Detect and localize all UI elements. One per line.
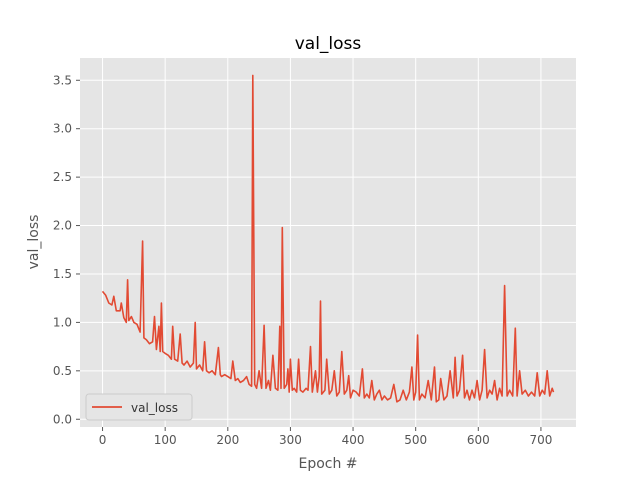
series-layer <box>101 74 555 403</box>
series-line-val-loss <box>101 74 555 403</box>
y-tick-label: 0.5 <box>53 364 72 378</box>
chart-title: val_loss <box>295 34 362 54</box>
x-tick-label: 300 <box>279 433 302 447</box>
plot-area <box>80 58 576 427</box>
y-tick-label: 1.0 <box>53 315 72 329</box>
y-axis-ticks: 0.0 0.5 1.0 1.5 2.0 2.5 3.0 3.5 <box>53 73 80 426</box>
x-tick-label: 500 <box>404 433 427 447</box>
y-tick-label: 2.0 <box>53 219 72 233</box>
legend-box <box>85 393 193 421</box>
y-tick-label: 0.0 <box>53 412 72 426</box>
x-tick-label: 600 <box>467 433 490 447</box>
x-axis-ticks: 0 100 200 300 400 500 600 700 <box>99 427 552 447</box>
x-tick-label: 0 <box>99 433 107 447</box>
legend: val_loss <box>85 393 193 421</box>
x-tick-label: 100 <box>154 433 177 447</box>
x-axis-label: Epoch # <box>298 456 357 472</box>
y-tick-label: 1.5 <box>53 267 72 281</box>
legend-label: val_loss <box>131 401 178 415</box>
x-tick-label: 700 <box>529 433 552 447</box>
y-tick-label: 2.5 <box>53 170 72 184</box>
y-tick-label: 3.0 <box>53 122 72 136</box>
x-tick-label: 400 <box>342 433 365 447</box>
x-tick-label: 200 <box>216 433 239 447</box>
y-tick-label: 3.5 <box>53 73 72 87</box>
y-axis-label: val_loss <box>26 215 42 270</box>
